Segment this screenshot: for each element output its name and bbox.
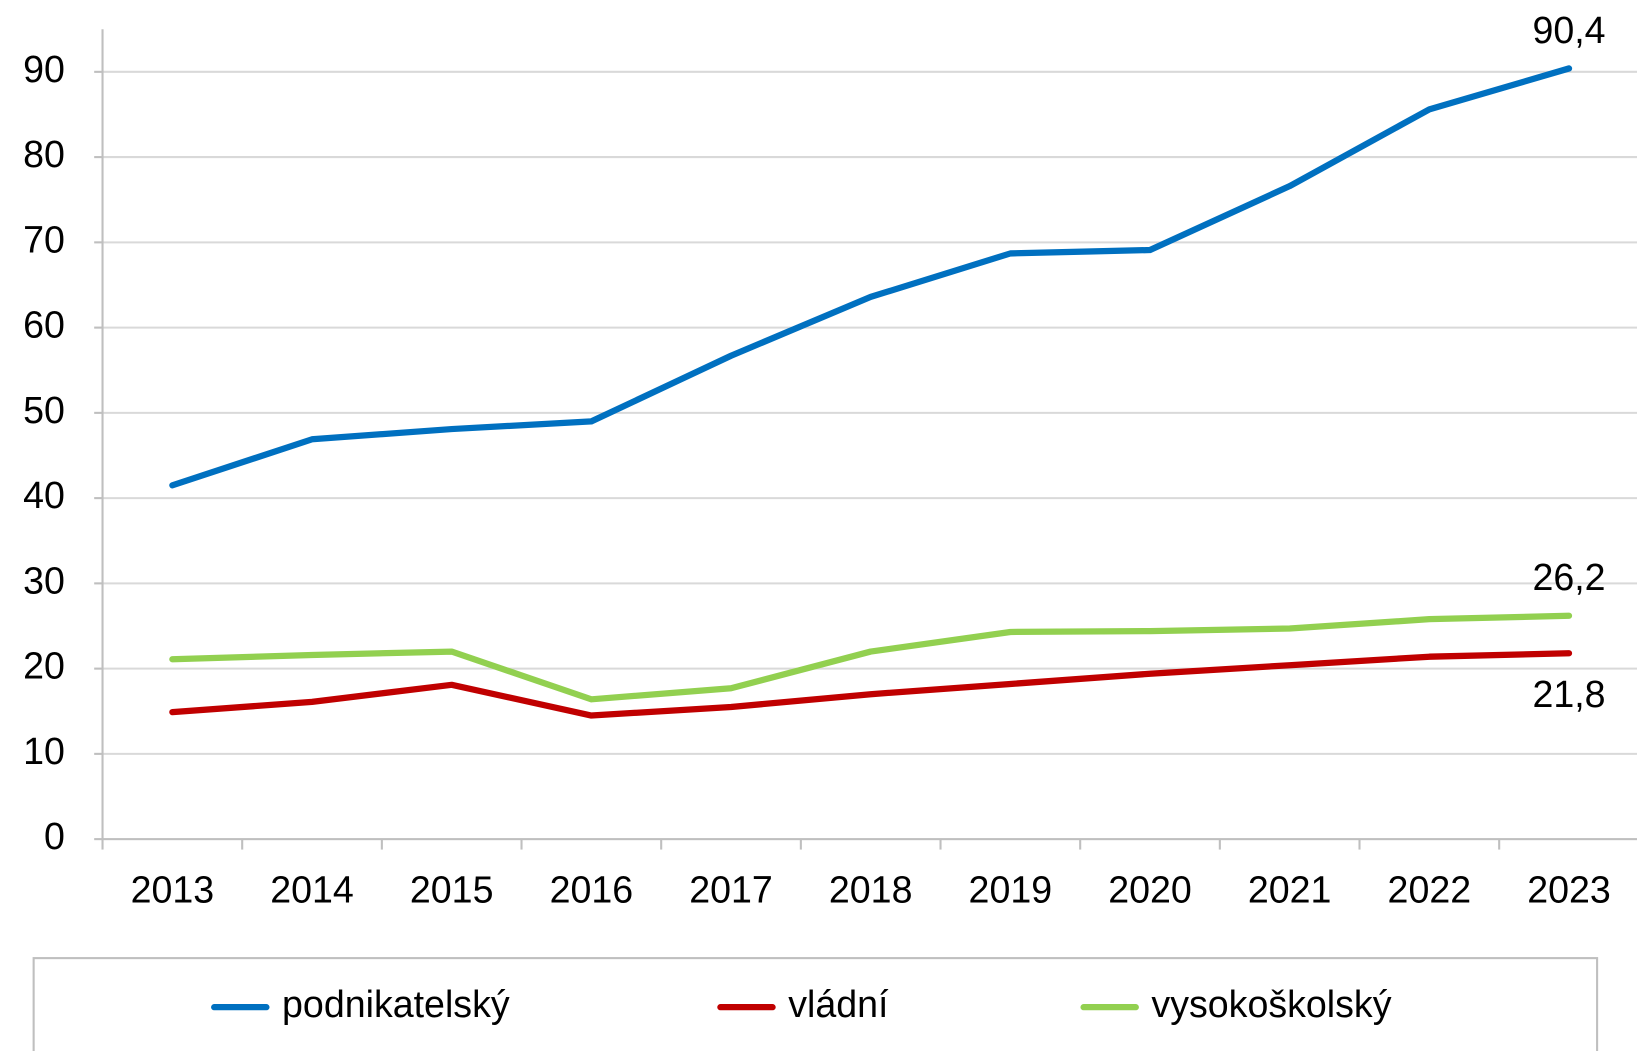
y-tick-label: 0	[44, 815, 65, 857]
y-tick-label: 20	[23, 645, 65, 687]
series-line	[169, 612, 1573, 703]
legend-label: podnikatelský	[282, 983, 510, 1025]
data-label: 26,2	[1532, 556, 1605, 598]
x-tick-label: 2016	[550, 868, 634, 910]
x-tick-label: 2014	[270, 868, 354, 910]
series-line	[169, 65, 1573, 489]
x-tick-label: 2017	[689, 868, 773, 910]
x-tick-label: 2021	[1248, 868, 1332, 910]
x-tick-label: 2013	[131, 868, 215, 910]
y-tick-label: 70	[23, 218, 65, 260]
x-tick-label: 2022	[1388, 868, 1472, 910]
legend-box	[32, 957, 1599, 1051]
x-tick-label: 2015	[410, 868, 494, 910]
series-line	[169, 650, 1573, 719]
x-tick-label: 2018	[829, 868, 913, 910]
x-tick-label: 2023	[1527, 868, 1611, 910]
data-label: 21,8	[1532, 673, 1605, 715]
x-tick-label: 2020	[1108, 868, 1192, 910]
y-tick-label: 50	[23, 389, 65, 431]
data-label: 90,4	[1532, 9, 1605, 51]
y-tick-label: 80	[23, 133, 65, 175]
legend-label: vládní	[788, 983, 889, 1025]
y-tick-label: 90	[23, 48, 65, 90]
y-tick-label: 10	[23, 730, 65, 772]
y-tick-label: 30	[23, 559, 65, 601]
legend-label: vysokoškolský	[1151, 983, 1391, 1025]
y-tick-label: 40	[23, 474, 65, 516]
x-tick-label: 2019	[969, 868, 1053, 910]
y-tick-label: 60	[23, 304, 65, 346]
